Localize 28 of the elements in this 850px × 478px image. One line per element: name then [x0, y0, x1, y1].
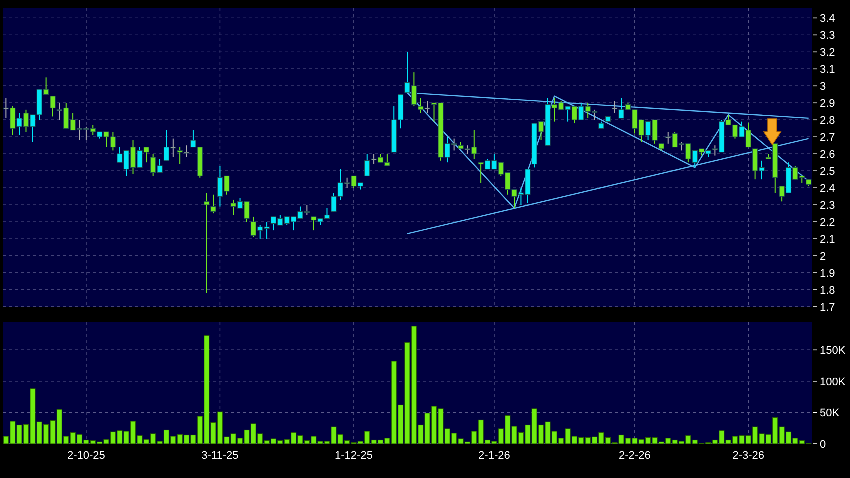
x-tick-label: 3-11-25: [202, 450, 239, 462]
y-tick-label: 50K: [820, 408, 840, 420]
y-tick-label: 2.6: [820, 148, 836, 161]
y-tick-label: 2.9: [820, 98, 836, 110]
y-tick-label: 1.8: [820, 284, 836, 297]
y-tick-label: 2.2: [820, 216, 836, 229]
y-tick-label: 2.7: [820, 132, 836, 144]
x-tick-label: 2-3-26: [732, 450, 765, 462]
x-tick-label: 2-2-26: [619, 450, 651, 462]
y-tick-label: 1.7: [820, 302, 836, 314]
x-tick-label: 2-1-26: [478, 450, 510, 462]
y-tick-label: 100K: [820, 376, 846, 388]
y-tick-label: 3.4: [820, 13, 836, 26]
y-tick-label: 2.8: [820, 114, 836, 127]
y-tick-label: 150K: [820, 345, 846, 358]
y-tick-label: 3.1: [820, 64, 836, 76]
x-tick-label: 2-10-25: [67, 450, 106, 462]
y-tick-label: 3.2: [820, 47, 836, 60]
y-tick-label: 2.5: [820, 166, 836, 178]
y-tick-label: 2.3: [820, 200, 836, 212]
y-tick-label: 2.1: [820, 234, 836, 246]
y-tick-label: 3.3: [820, 30, 836, 42]
y-tick-label: 0: [820, 438, 826, 451]
y-tick-label: 3: [820, 81, 826, 93]
y-tick-label: 2: [820, 250, 826, 263]
x-tick-label: 1-12-25: [335, 450, 373, 462]
y-tick-label: 1.9: [820, 268, 836, 280]
y-tick-label: 2.4: [820, 182, 836, 195]
